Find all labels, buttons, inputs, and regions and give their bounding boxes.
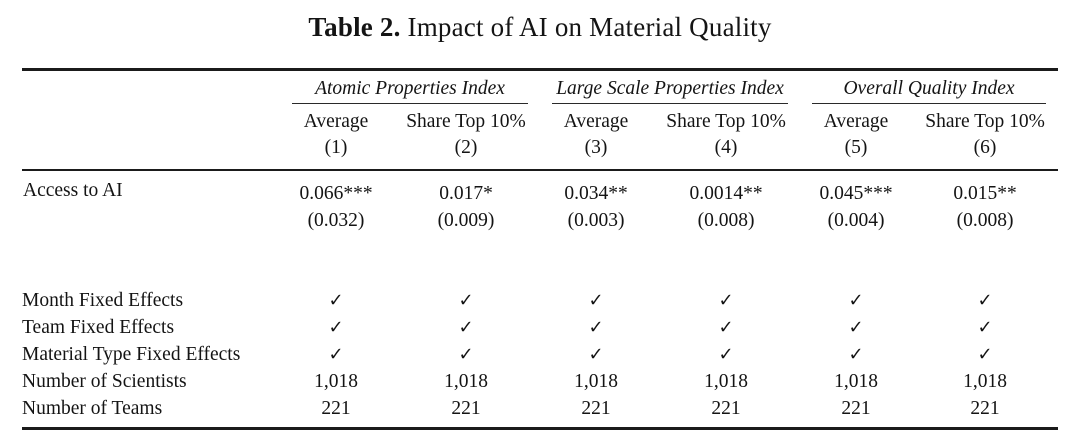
row-label: Access to AI: [23, 180, 123, 201]
table-row-material-fe: Material Type Fixed Effects ✓ ✓ ✓ ✓ ✓ ✓: [22, 341, 1058, 368]
corner-cell: [22, 104, 280, 171]
check-icon: ✓: [328, 344, 344, 365]
table-row-month-fe: Month Fixed Effects ✓ ✓ ✓ ✓ ✓ ✓: [22, 287, 1058, 314]
group-header-label: Atomic Properties Index: [292, 78, 529, 104]
row-label: Material Type Fixed Effects: [22, 344, 241, 365]
column-header-5: Average (5): [800, 104, 913, 171]
spacer-row: [22, 235, 1058, 287]
row-label: Number of Scientists: [22, 371, 187, 392]
column-header-label: Average: [303, 111, 369, 132]
table-row-num-scientists: Number of Scientists 1,018 1,018 1,018 1…: [22, 368, 1058, 395]
check-icon: ✓: [718, 317, 734, 338]
column-number: (4): [714, 137, 738, 158]
count-value: 221: [841, 398, 871, 419]
coefficient-row: Access to AI 0.066*** (0.032) 0.017* (0.…: [22, 170, 1058, 235]
table-number: Table 2.: [308, 12, 401, 42]
count-value: 221: [970, 398, 1000, 419]
count-value: 1,018: [574, 371, 618, 392]
column-header-label: Share Top 10%: [925, 111, 1045, 132]
table-title: Table 2. Impact of AI on Material Qualit…: [0, 12, 1080, 43]
column-header-2: Share Top 10% (2): [392, 104, 541, 171]
column-header-label: Average: [823, 111, 889, 132]
coefficient-value: 0.015**: [953, 183, 1017, 204]
check-icon: ✓: [458, 344, 474, 365]
coefficient-value: 0.066***: [299, 183, 373, 204]
count-value: 1,018: [963, 371, 1007, 392]
column-header-1: Average (1): [280, 104, 392, 171]
column-number: (3): [584, 137, 608, 158]
check-icon: ✓: [458, 317, 474, 338]
column-number: (2): [454, 137, 478, 158]
group-header-label: Overall Quality Index: [812, 78, 1047, 104]
check-icon: ✓: [458, 290, 474, 311]
check-icon: ✓: [848, 344, 864, 365]
coef-cell-1: 0.066*** (0.032): [280, 170, 392, 235]
column-header-6: Share Top 10% (6): [912, 104, 1059, 171]
check-icon: ✓: [848, 317, 864, 338]
count-value: 1,018: [314, 371, 358, 392]
count-value: 221: [711, 398, 741, 419]
group-header-large-scale: Large Scale Properties Index: [540, 70, 800, 104]
coefficient-value: 0.017*: [439, 183, 493, 204]
row-label: Number of Teams: [22, 398, 163, 419]
standard-error: (0.004): [827, 210, 885, 231]
group-header-atomic: Atomic Properties Index: [280, 70, 540, 104]
subheader-row: Average (1) Share Top 10% (2) Average (3…: [22, 104, 1059, 171]
check-icon: ✓: [848, 290, 864, 311]
count-value: 221: [581, 398, 611, 419]
coef-cell-6: 0.015** (0.008): [912, 170, 1058, 235]
check-icon: ✓: [328, 317, 344, 338]
coef-cell-3: 0.034** (0.003): [540, 170, 652, 235]
coef-cell-5: 0.045*** (0.004): [800, 170, 912, 235]
group-header-overall: Overall Quality Index: [800, 70, 1058, 104]
spacer-cell: [22, 235, 1058, 287]
group-header-row: Atomic Properties Index Large Scale Prop…: [22, 70, 1058, 105]
coef-cell-2: 0.017* (0.009): [392, 170, 540, 235]
check-icon: ✓: [588, 344, 604, 365]
column-header-label: Share Top 10%: [666, 111, 786, 132]
standard-error: (0.032): [307, 210, 365, 231]
column-number: (5): [844, 137, 868, 158]
check-icon: ✓: [977, 317, 993, 338]
count-value: 1,018: [704, 371, 748, 392]
table-row-num-teams: Number of Teams 221 221 221 221 221 221: [22, 395, 1058, 429]
coefficient-value: 0.045***: [819, 183, 893, 204]
regression-table: Atomic Properties Index Large Scale Prop…: [22, 68, 1059, 430]
check-icon: ✓: [977, 344, 993, 365]
column-header-label: Share Top 10%: [406, 111, 526, 132]
check-icon: ✓: [718, 290, 734, 311]
standard-error: (0.008): [697, 210, 755, 231]
check-icon: ✓: [328, 290, 344, 311]
column-header-label: Average: [563, 111, 629, 132]
table-row-team-fe: Team Fixed Effects ✓ ✓ ✓ ✓ ✓ ✓: [22, 314, 1058, 341]
check-icon: ✓: [718, 344, 734, 365]
row-label: Team Fixed Effects: [22, 317, 175, 338]
group-header-label: Large Scale Properties Index: [552, 78, 789, 104]
corner-cell: [22, 70, 280, 105]
row-label: Month Fixed Effects: [22, 290, 184, 311]
count-value: 1,018: [444, 371, 488, 392]
count-value: 221: [451, 398, 481, 419]
coefficient-value: 0.0014**: [689, 183, 763, 204]
check-icon: ✓: [588, 290, 604, 311]
column-number: (6): [973, 137, 997, 158]
count-value: 221: [321, 398, 351, 419]
count-value: 1,018: [834, 371, 878, 392]
coefficient-value: 0.034**: [564, 183, 628, 204]
check-icon: ✓: [588, 317, 604, 338]
standard-error: (0.009): [437, 210, 495, 231]
column-header-4: Share Top 10% (4): [652, 104, 801, 171]
standard-error: (0.003): [567, 210, 625, 231]
table-caption: Impact of AI on Material Quality: [407, 12, 772, 42]
coef-cell-4: 0.0014** (0.008): [652, 170, 800, 235]
column-header-3: Average (3): [540, 104, 653, 171]
column-number: (1): [324, 137, 348, 158]
check-icon: ✓: [977, 290, 993, 311]
standard-error: (0.008): [956, 210, 1014, 231]
